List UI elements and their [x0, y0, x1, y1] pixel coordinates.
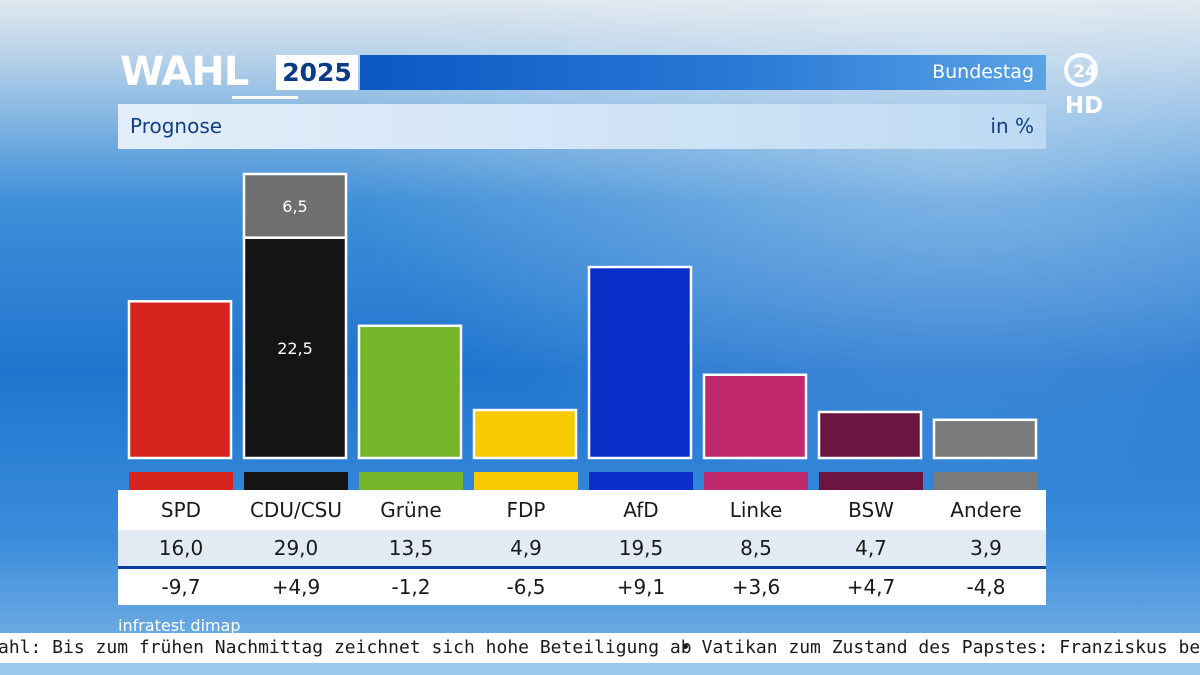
header-bar: Bundestag	[360, 55, 1046, 90]
party-change-gr-ne: -1,2	[391, 575, 431, 599]
party-change-bsw: +4,7	[846, 575, 896, 599]
party-value-andere: 3,9	[970, 536, 1002, 560]
party-name-andere: Andere	[950, 498, 1022, 522]
party-value-linke: 8,5	[740, 536, 772, 560]
color-strip-afd	[589, 472, 693, 490]
color-strip-cdu-csu	[244, 472, 348, 490]
bar-cdu-csu-segment-1	[242, 236, 348, 460]
header-title: Bundestag	[932, 61, 1034, 83]
party-name-cdu-csu: CDU/CSU	[249, 498, 343, 522]
party-value-fdp: 4,9	[510, 536, 542, 560]
results-table: SPD CDU/CSU Grüne FDP AfD Linke BSW Andere 16,0…	[118, 472, 1046, 605]
party-value-afd: 19,5	[618, 536, 664, 560]
party-name-gr-ne: Grüne	[380, 498, 442, 522]
color-strip-spd	[129, 472, 233, 490]
color-strip-andere	[934, 472, 1038, 490]
party-change-cdu-csu: +4,9	[271, 575, 321, 599]
logo-year: 2025	[276, 55, 358, 90]
bar-cdu-csu-segment-2	[242, 172, 348, 239]
source-label: infratest dimap	[118, 616, 241, 635]
channel-hd: HD	[1065, 93, 1103, 119]
party-value-bsw: 4,7	[855, 536, 887, 560]
bar-gr-ne	[357, 324, 463, 460]
party-name-spd: SPD	[160, 498, 202, 522]
party-change-spd: -9,7	[161, 575, 201, 599]
bar-cdu-csu-segment-label-1: 22,5	[277, 339, 313, 358]
ticker-item: • Vatikan zum Zustand des Papstes: Franz…	[680, 637, 1200, 658]
party-change-andere: -4,8	[966, 575, 1006, 599]
color-strip-bsw	[819, 472, 923, 490]
party-change-fdp: -6,5	[506, 575, 546, 599]
channel-logo-icon: 24 HD	[1064, 53, 1103, 119]
party-value-spd: 16,0	[158, 536, 204, 560]
color-strip-linke	[704, 472, 808, 490]
bar-cdu-csu-segment-label-2: 6,5	[282, 197, 307, 216]
party-change-afd: +9,1	[616, 575, 666, 599]
color-strip-gr-ne	[359, 472, 463, 490]
subtitle-bar: Prognose in %	[118, 104, 1046, 149]
bar-andere	[932, 418, 1038, 460]
bar-linke	[702, 373, 808, 460]
row-separator	[118, 566, 1046, 569]
logo-wahl: WAHL	[120, 49, 249, 95]
color-strip-fdp	[474, 472, 578, 490]
ticker-item: ahl: Bis zum frühen Nachmittag zeichnet …	[0, 637, 692, 658]
party-change-linke: +3,6	[731, 575, 781, 599]
party-name-bsw: BSW	[848, 498, 894, 522]
party-changes-row: -9,7 +4,9 -1,2 -6,5 +9,1 +3,6 +4,7 -4,8	[118, 569, 1046, 605]
party-names-row: SPD CDU/CSU Grüne FDP AfD Linke BSW Andere	[118, 490, 1046, 530]
channel-number: 24	[1073, 62, 1097, 82]
party-name-fdp: FDP	[506, 498, 546, 522]
party-values-row: 16,0 29,0 13,5 4,9 19,5 8,5 4,7 3,9	[118, 530, 1046, 566]
bar-bsw	[817, 410, 923, 460]
party-name-linke: Linke	[729, 498, 783, 522]
party-value-gr-ne: 13,5	[388, 536, 434, 560]
bar-fdp	[472, 408, 578, 460]
bottom-band	[0, 663, 1200, 675]
party-value-cdu-csu: 29,0	[273, 536, 319, 560]
logo-underline	[232, 96, 298, 99]
party-name-afd: AfD	[623, 498, 659, 522]
unit-label: in %	[990, 114, 1034, 138]
bar-spd	[127, 300, 233, 460]
bar-afd	[587, 265, 693, 460]
subtitle: Prognose	[130, 114, 223, 138]
news-ticker: ahl: Bis zum frühen Nachmittag zeichnet …	[0, 633, 1200, 663]
